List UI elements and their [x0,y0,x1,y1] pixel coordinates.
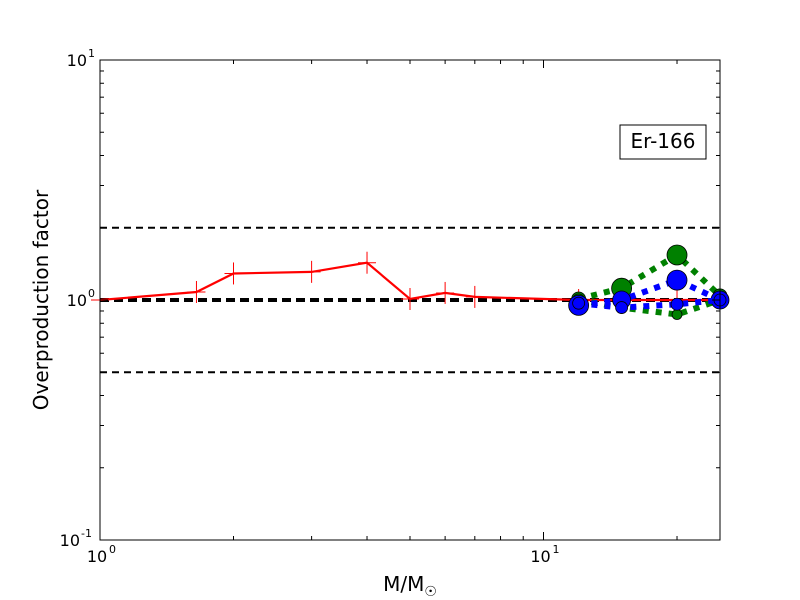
x-tick-label-1: 10 [530,547,550,566]
series-2-point-2 [671,309,683,320]
series-3-point-2 [666,269,688,291]
series-0-point-6 [436,281,455,304]
y-tick-exp-1: 0 [88,287,95,300]
y-axis-title: Overproduction factor [29,189,53,410]
series-0-point-2 [224,262,243,285]
series-4-point-0 [572,296,586,310]
y-tick-label-0: 10 [60,531,80,550]
series-4-point-2 [670,297,684,311]
x-axis-title-subscript: ☉ [424,584,437,600]
series-0-point-3 [302,260,321,283]
x-tick-label-0: 10 [87,547,107,566]
y-tick-label-2: 10 [67,51,87,70]
series-1-line [577,251,723,302]
annotation-label: Er-166 [631,129,696,153]
series-0-point-4 [358,251,377,274]
x-tick-exp-0: 0 [109,543,116,556]
series-4-point-1 [615,301,629,314]
x-tick-exp-1: 1 [553,543,560,556]
series-0-point-7 [465,285,484,308]
series-0-point-1 [187,280,206,303]
series-4-line [578,297,721,311]
series-2-line [578,297,721,318]
series-1-point-2 [666,244,688,266]
annotation-box [619,124,707,160]
x-axis-title: M/M☉ [383,572,437,600]
y-tick-exp-0: -1 [81,527,92,540]
y-tick-exp-2: 1 [88,47,95,60]
series-0-point-5 [401,287,419,310]
y-tick-label-1: 10 [67,291,87,310]
